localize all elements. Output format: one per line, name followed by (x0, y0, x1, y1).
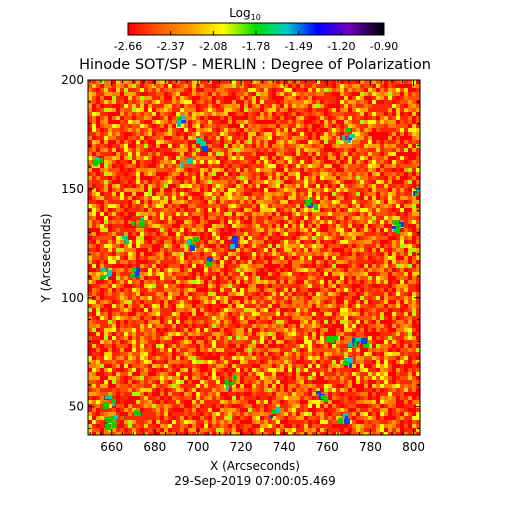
y-tick-label: 100 (61, 291, 84, 305)
y-axis-label: Y (Arcseconds) (39, 213, 53, 303)
chart-title: Hinode SOT/SP - MERLIN : Degree of Polar… (79, 57, 431, 73)
colorbar-label: Log10 (229, 6, 261, 22)
x-tick-label: 740 (273, 440, 296, 454)
timestamp: 29-Sep-2019 07:00:05.469 (174, 474, 336, 488)
heatmap-image (88, 80, 420, 435)
x-tick-label: 780 (359, 440, 382, 454)
x-tick-label: 800 (402, 440, 425, 454)
y-axis: 50 100 150 200 (61, 73, 420, 429)
x-tick-label: 720 (230, 440, 253, 454)
colorbar-tick-label: -2.08 (199, 40, 227, 53)
colorbar-ticks: -2.66 -2.37 -2.08 -1.78 -1.49 -1.20 -0.90 (114, 31, 398, 53)
colorbar-label-base: Log (229, 6, 250, 20)
y-tick-label: 150 (61, 182, 84, 196)
y-tick-label: 50 (69, 400, 84, 414)
colorbar-tick-label: -2.66 (114, 40, 142, 53)
x-tick-label: 700 (186, 440, 209, 454)
x-axis: 660 680 700 720 740 760 780 800 (89, 80, 425, 454)
x-tick-label: 660 (100, 440, 123, 454)
colorbar-tick-label: -1.49 (284, 40, 312, 53)
x-tick-label: 680 (143, 440, 166, 454)
y-tick-label: 200 (61, 73, 84, 87)
colorbar-gradient (128, 23, 384, 35)
plot-frame (87, 79, 421, 436)
colorbar-tick-label: -2.37 (156, 40, 184, 53)
colorbar-tick-label: -1.20 (327, 40, 355, 53)
colorbar-tick-label: -0.90 (370, 40, 398, 53)
x-axis-label: X (Arcseconds) (210, 459, 300, 473)
x-tick-label: 760 (316, 440, 339, 454)
colorbar-tick-label: -1.78 (242, 40, 270, 53)
heatmap-cells (88, 80, 420, 435)
colorbar: Log10 -2.66 -2.37 -2.08 -1.78 -1.49 -1.20 -0.9… (114, 6, 398, 53)
colorbar-label-sub: 10 (251, 13, 261, 22)
